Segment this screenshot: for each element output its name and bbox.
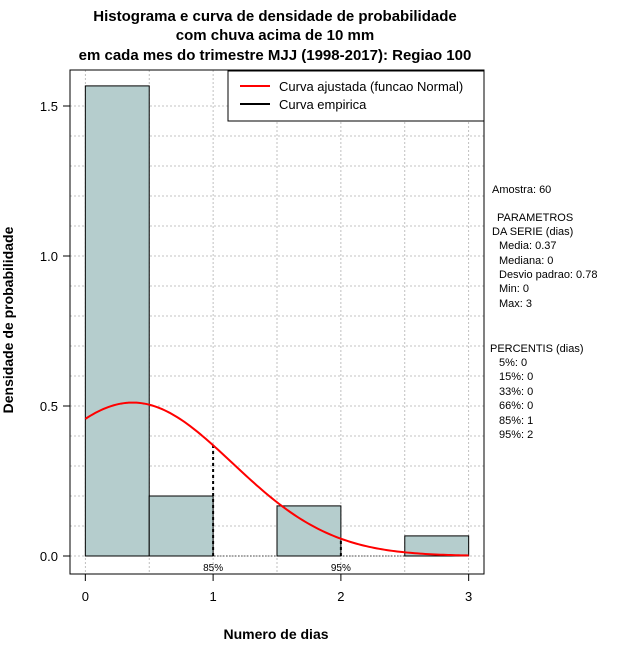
side-panel: Amostra: 60 PARAMETROS DA SERIE (dias) M… (490, 184, 597, 441)
x-axis-title: Numero de dias (223, 626, 328, 642)
param-sd: Desvio padrao: 0.78 (499, 269, 597, 281)
title-line-2: com chuva acima de 10 mm (176, 27, 374, 44)
chart-title: Histograma e curva de densidade de proba… (79, 8, 472, 64)
legend-label-fitted: Curva ajustada (funcao Normal) (279, 79, 463, 94)
normal-curve-layer (84, 401, 469, 557)
y-axis: 0.0 0.5 1.0 1.5 (40, 99, 71, 564)
title-line-1: Histograma e curva de densidade de proba… (93, 8, 456, 25)
params-header-line2: DA SERIE (dias) (492, 226, 573, 238)
percentil-95: 95%: 2 (499, 429, 533, 441)
y-axis-title: Densidade de probabilidade (0, 226, 16, 413)
percentil-5: 5%: 0 (499, 357, 527, 369)
percentile-label-1: 95% (331, 563, 351, 574)
normal-fit-curve (84, 401, 469, 557)
legend-box (227, 70, 485, 122)
param-min: Min: 0 (499, 283, 529, 295)
percentil-66: 66%: 0 (499, 400, 533, 412)
x-tick-label-2: 2 (337, 589, 344, 604)
y-tick-label-1: 0.5 (40, 399, 58, 414)
percentile-label-0: 85% (203, 563, 223, 574)
sample-size: Amostra: 60 (492, 184, 551, 196)
y-tick-label-0: 0.0 (40, 549, 58, 564)
legend: Curva ajustada (funcao Normal) Curva emp… (227, 70, 485, 122)
histogram-bar-0 (84, 85, 150, 557)
x-tick-label-3: 3 (465, 589, 472, 604)
histogram-bar-3 (276, 505, 342, 557)
title-line-3: em cada mes do trimestre MJJ (1998-2017)… (79, 47, 472, 64)
param-max: Max: 3 (499, 298, 532, 310)
y-tick-label-3: 1.5 (40, 99, 58, 114)
param-mean: Media: 0.37 (499, 240, 556, 252)
percentil-85: 85%: 1 (499, 415, 533, 427)
param-median: Mediana: 0 (499, 255, 553, 267)
histogram-bars (84, 85, 470, 557)
x-tick-label-0: 0 (82, 589, 89, 604)
histogram-bar-1 (148, 495, 214, 557)
x-axis: 0 1 2 3 (82, 573, 472, 604)
legend-label-empirical: Curva empirica (279, 97, 367, 112)
x-tick-label-1: 1 (209, 589, 216, 604)
percentis-header: PERCENTIS (dias) (490, 343, 584, 355)
percentil-15: 15%: 0 (499, 371, 533, 383)
percentile-markers: 85% 95% (85, 445, 469, 574)
percentil-33: 33%: 0 (499, 386, 533, 398)
y-tick-label-2: 1.0 (40, 249, 58, 264)
params-header-line1: PARAMETROS (497, 212, 573, 224)
